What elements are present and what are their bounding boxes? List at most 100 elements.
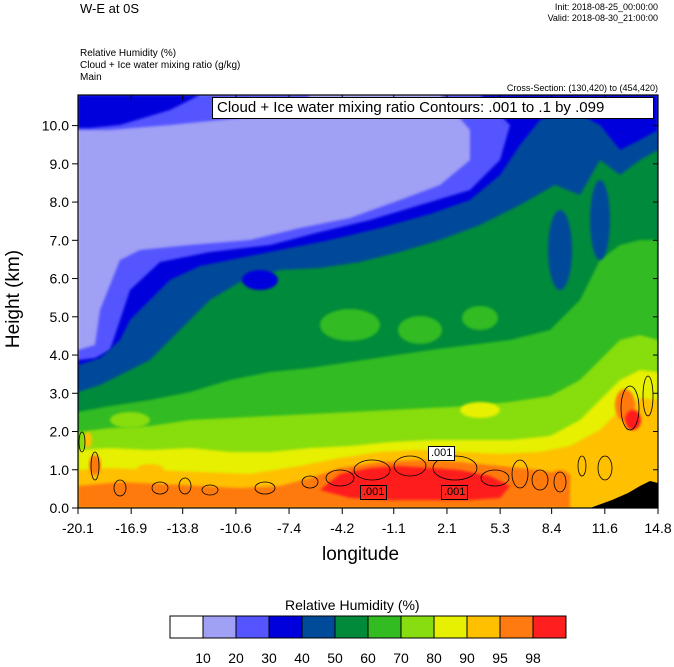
contour-mark-1: .001 bbox=[428, 446, 456, 461]
humidity-patch bbox=[398, 316, 442, 344]
y-tick-label: 0.0 bbox=[50, 500, 70, 516]
y-tick-label: 9.0 bbox=[50, 156, 70, 172]
colorbar-level-label: 30 bbox=[261, 650, 277, 666]
init-time: Init: 2018-08-25_00:00:00 bbox=[554, 2, 658, 12]
colorbar-swatch bbox=[433, 615, 468, 639]
x-tick-label: 2.1 bbox=[437, 520, 457, 536]
colorbar-level-label: 20 bbox=[228, 650, 244, 666]
contour-line bbox=[511, 459, 529, 489]
contour-line bbox=[78, 431, 86, 453]
colorbar-swatch bbox=[400, 615, 435, 639]
contour-line bbox=[178, 477, 192, 495]
contour-line bbox=[393, 455, 427, 477]
contour-line bbox=[325, 469, 355, 487]
contour-line bbox=[353, 459, 391, 481]
contour-line bbox=[113, 479, 127, 497]
cloud-ice-contours bbox=[78, 375, 654, 497]
x-tick-label: -1.1 bbox=[382, 520, 406, 536]
colorbar-title: Relative Humidity (%) bbox=[285, 597, 420, 613]
colorbar-swatch bbox=[532, 615, 567, 639]
contour-line bbox=[531, 469, 549, 491]
page-title: W-E at 0S bbox=[80, 1, 140, 16]
humidity-patch bbox=[625, 410, 641, 430]
field-line-2: Cloud + Ice water mixing ratio (g/kg) bbox=[80, 60, 241, 71]
contour-line bbox=[577, 455, 587, 477]
humidity-patch bbox=[136, 464, 164, 476]
humidity-patch bbox=[550, 470, 570, 486]
humidity-patch bbox=[242, 270, 278, 290]
contour-info-box: Cloud + Ice water mixing ratio Contours:… bbox=[212, 97, 654, 119]
colorbar-swatch bbox=[235, 615, 270, 639]
contour-mark-3: .001 bbox=[441, 485, 469, 500]
humidity-patch bbox=[548, 210, 572, 290]
x-tick-label: -16.9 bbox=[115, 520, 147, 536]
contour-line bbox=[90, 451, 100, 481]
contour-line bbox=[597, 455, 613, 481]
colorbar-swatch bbox=[202, 615, 237, 639]
humidity-patch bbox=[89, 455, 101, 475]
field-line-1: Relative Humidity (%) bbox=[80, 48, 177, 59]
colorbar-level-label: 70 bbox=[393, 650, 409, 666]
colorbar-swatch bbox=[169, 615, 204, 639]
x-axis-label: longitude bbox=[322, 544, 400, 565]
y-tick-label: 8.0 bbox=[50, 194, 70, 210]
humidity-patch bbox=[462, 306, 498, 330]
plot-frame bbox=[77, 94, 659, 509]
humidity-patch bbox=[590, 180, 610, 260]
colorbar-swatch bbox=[367, 615, 402, 639]
valid-time: Valid: 2018-08-30_21:00:00 bbox=[547, 13, 658, 23]
axes: -20.1 -16.9 -13.8 -10.6 -7.4 -4.2 -1.1 2.1 5.3 8.… bbox=[42, 95, 672, 536]
x-tick-label: -4.2 bbox=[330, 520, 354, 536]
field-line-3: Main bbox=[80, 72, 102, 83]
contour-line bbox=[620, 385, 640, 431]
x-tick-label: 11.6 bbox=[592, 520, 618, 536]
colorbar-swatch bbox=[334, 615, 369, 639]
colorbar-swatch bbox=[268, 615, 303, 639]
y-tick-label: 5.0 bbox=[50, 309, 70, 325]
terrain bbox=[590, 481, 658, 508]
humidity-patch bbox=[84, 432, 92, 448]
colorbar-level-label: 80 bbox=[426, 650, 442, 666]
x-tick-label: 14.8 bbox=[644, 520, 671, 536]
colorbar-level-label: 90 bbox=[459, 650, 475, 666]
x-tick-label: -7.4 bbox=[277, 520, 301, 536]
colorbar-swatch bbox=[499, 615, 534, 639]
cross-section-label: Cross-Section: (130,420) to (454,420) bbox=[506, 83, 658, 93]
contour-mark-2: .001 bbox=[360, 485, 388, 500]
x-tick-label: -13.8 bbox=[167, 520, 199, 536]
contour-line bbox=[553, 471, 567, 493]
contour-line bbox=[301, 475, 319, 489]
contour-line bbox=[201, 484, 219, 496]
humidity-patch bbox=[588, 460, 612, 480]
humidity-patch bbox=[264, 286, 316, 314]
x-tick-label: 8.4 bbox=[542, 520, 562, 536]
humidity-patch bbox=[320, 309, 380, 341]
colorbar-level-label: 95 bbox=[492, 650, 508, 666]
humidity-patch bbox=[460, 402, 500, 418]
x-tick-label: -10.6 bbox=[220, 520, 252, 536]
contour-line bbox=[642, 375, 654, 417]
contour-line bbox=[480, 469, 510, 487]
colorbar: 10 20 30 40 50 60 70 80 90 95 98 bbox=[169, 615, 567, 666]
y-tick-label: 10.0 bbox=[42, 118, 69, 134]
humidity-patch bbox=[516, 280, 544, 320]
colorbar-level-label: 40 bbox=[294, 650, 310, 666]
humidity-patch bbox=[110, 412, 150, 428]
colorbar-swatch bbox=[466, 615, 501, 639]
humidity-patch bbox=[176, 422, 224, 438]
colorbar-level-label: 50 bbox=[327, 650, 343, 666]
colorbar-swatch bbox=[301, 615, 336, 639]
y-tick-label: 1.0 bbox=[50, 462, 70, 478]
y-tick-label: 7.0 bbox=[50, 232, 70, 248]
humidity-field bbox=[78, 95, 658, 508]
x-tick-label: 5.3 bbox=[490, 520, 510, 536]
colorbar-level-label: 98 bbox=[525, 650, 541, 666]
y-tick-label: 2.0 bbox=[50, 424, 70, 440]
y-tick-label: 4.0 bbox=[50, 347, 70, 363]
x-tick-label: -20.1 bbox=[62, 520, 94, 536]
contour-line bbox=[151, 481, 169, 495]
contour-info-text: Cloud + Ice water mixing ratio Contours:… bbox=[217, 99, 605, 116]
contour-line bbox=[254, 481, 276, 495]
colorbar-level-label: 60 bbox=[360, 650, 376, 666]
